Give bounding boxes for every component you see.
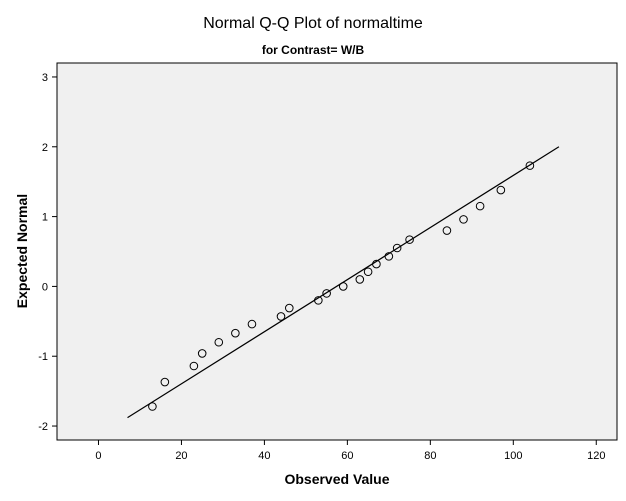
x-axis-label: Observed Value: [284, 471, 389, 487]
data-point: [322, 289, 331, 298]
x-tick-label: 100: [504, 450, 522, 462]
data-point: [384, 252, 394, 261]
y-tick-label: 0: [42, 281, 48, 293]
data-point: [496, 185, 506, 195]
data-point: [197, 349, 207, 358]
x-axis: 0 20 40 60 80 100 120: [95, 440, 605, 462]
data-points: [148, 161, 535, 411]
data-point: [284, 303, 294, 313]
data-point: [392, 243, 402, 253]
data-point: [148, 402, 157, 411]
data-point: [276, 312, 286, 321]
data-point: [525, 161, 535, 170]
data-point: [442, 226, 452, 235]
data-point: [372, 259, 381, 269]
y-axis: -2 -1 0 1 2 3: [38, 72, 57, 433]
x-tick-label: 0: [95, 450, 101, 462]
data-point: [459, 215, 468, 224]
plot-area: [56, 62, 618, 441]
y-axis-label: Expected Normal: [14, 194, 30, 308]
x-tick-label: 20: [175, 450, 187, 462]
data-point: [338, 282, 348, 291]
data-point: [355, 275, 365, 284]
chart-subtitle: for Contrast= W/B: [262, 43, 365, 57]
data-point: [363, 267, 373, 277]
data-point: [475, 201, 485, 211]
x-tick-label: 120: [587, 450, 605, 462]
data-point: [160, 377, 170, 387]
y-tick-label: 1: [42, 212, 48, 224]
data-point: [231, 328, 240, 338]
data-point: [214, 337, 224, 347]
y-tick-label: -2: [38, 421, 48, 433]
x-tick-label: 60: [341, 450, 353, 462]
x-tick-label: 80: [424, 450, 436, 462]
data-point: [405, 235, 414, 244]
x-tick-label: 40: [258, 450, 270, 462]
y-tick-label: -1: [38, 351, 48, 363]
chart-title: Normal Q-Q Plot of normaltime: [203, 15, 423, 32]
y-tick-label: 2: [42, 142, 48, 154]
data-point: [314, 296, 323, 305]
data-point: [247, 319, 257, 329]
y-tick-label: 3: [42, 72, 48, 84]
data-point: [189, 361, 199, 371]
